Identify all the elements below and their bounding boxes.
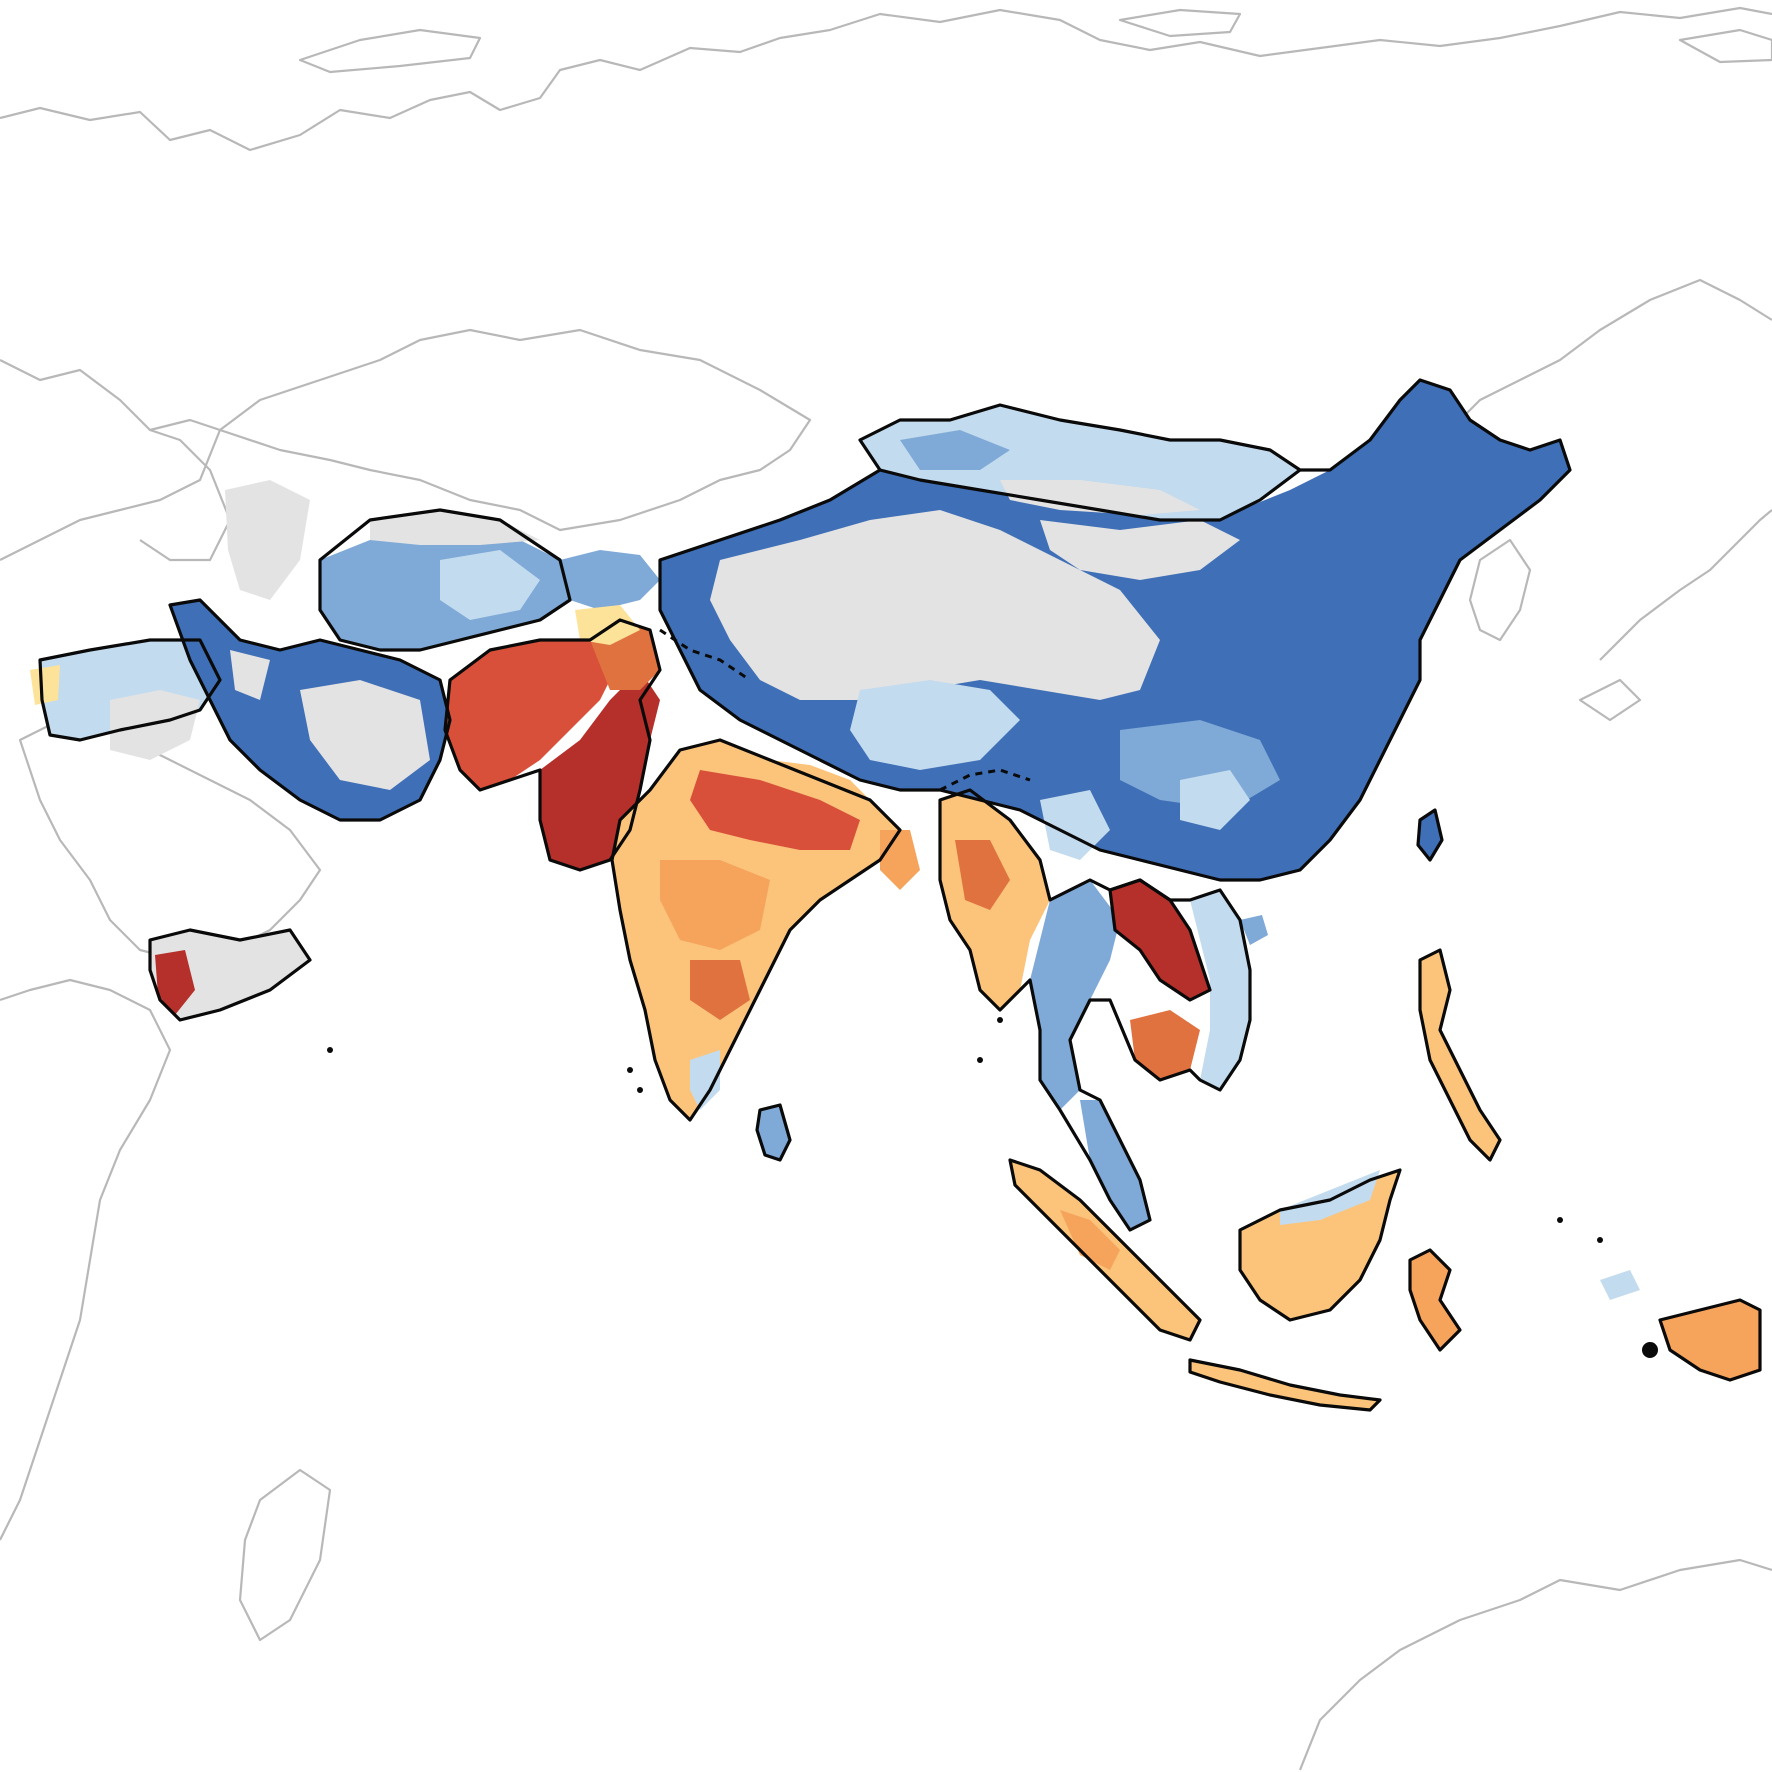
afghan-pak-border: [443, 618, 662, 872]
yemen-hot: [155, 950, 195, 1015]
sumatra-border: [1008, 1158, 1202, 1342]
sulawesi-border: [1408, 1248, 1462, 1352]
australia-outline: [1298, 1558, 1772, 1771]
sri-lanka-border: [755, 1103, 792, 1162]
maluku-region: [1600, 1270, 1640, 1300]
middle-east-nodata: [110, 690, 200, 760]
tajik-region: [575, 605, 640, 645]
island-dot: [1642, 1342, 1658, 1358]
kazakhstan-outline: [218, 328, 812, 532]
china-yunnan-light: [1040, 790, 1110, 860]
hainan-region: [1240, 915, 1268, 945]
mongolia-nodata: [1000, 480, 1200, 515]
africa-east-outline: [0, 978, 172, 1541]
laos-region: [1110, 880, 1210, 1000]
java-border: [1188, 1358, 1382, 1412]
island-dot: [997, 1017, 1003, 1023]
japan-outline: [1599, 509, 1772, 661]
data-layer: [30, 380, 1760, 1410]
iran-border: [168, 598, 452, 822]
island-dot: [327, 1047, 333, 1053]
kashmir-disputed-line: [659, 628, 751, 682]
cambodia-region: [1130, 1010, 1200, 1080]
india-central-warm: [660, 860, 770, 950]
yemen-border: [148, 928, 312, 1022]
laos-border: [1108, 878, 1212, 1002]
island-dot: [977, 1057, 983, 1063]
india-gangetic-hot: [690, 770, 860, 850]
china-central-light: [1180, 770, 1250, 830]
philippines-border: [1418, 948, 1502, 1162]
russia-far-east-outline: [1439, 278, 1772, 441]
mongolia-region: [860, 405, 1300, 520]
malay-peninsula-region: [1080, 1100, 1150, 1230]
russia-outline: [0, 6, 1772, 152]
iran-nodata-2: [230, 650, 270, 700]
arctic-island-1: [298, 28, 482, 74]
middle-east-border: [38, 638, 222, 742]
thailand-region: [1030, 880, 1120, 1110]
papua-region: [1660, 1300, 1760, 1380]
sulawesi-region: [1410, 1250, 1460, 1350]
iran-nodata: [300, 680, 430, 790]
japan-south: [1578, 678, 1642, 722]
madagascar-outline: [238, 1468, 332, 1642]
philippines-region: [1420, 950, 1500, 1160]
boundary-layer: [38, 378, 1762, 1412]
china-tibet-light: [850, 680, 1020, 770]
island-dot: [1597, 1237, 1603, 1243]
china-border: [658, 378, 1572, 882]
island-dot: [637, 1087, 643, 1093]
caspian-region-nodata: [225, 480, 310, 600]
afghanistan-region: [445, 640, 620, 790]
taiwan-border: [1416, 808, 1444, 862]
china-inner-mongolia-nodata: [1040, 520, 1240, 580]
india-border: [610, 738, 902, 1122]
papua-border: [1658, 1298, 1762, 1382]
arctic-island-3: [1678, 28, 1772, 64]
europe-outline: [0, 359, 222, 561]
vietnam-region: [1190, 890, 1250, 1090]
borneo-border: [1238, 1168, 1402, 1322]
central-asia-border: [318, 508, 572, 652]
island-dot: [627, 1067, 633, 1073]
yemen-region: [150, 930, 310, 1020]
arctic-island-2: [1118, 8, 1242, 38]
sumatra-warm: [1060, 1210, 1120, 1270]
black-sea-caucasus: [139, 428, 232, 562]
bangladesh-region: [880, 830, 920, 890]
context-land-layer: [0, 6, 1772, 1771]
borneo-region: [1240, 1170, 1400, 1320]
korea-outline: [1468, 538, 1532, 642]
levant-warm: [30, 665, 60, 705]
central-asia-light: [440, 550, 540, 620]
mongolia-blue: [900, 430, 1010, 470]
india-south-cool: [690, 1050, 720, 1110]
arunachal-disputed-line: [939, 768, 1031, 792]
india-deccan-hot: [690, 960, 750, 1020]
mongolia-border: [879, 468, 1301, 522]
island-dot: [1557, 1217, 1563, 1223]
kazakh-nodata: [370, 510, 540, 545]
kyrgyz-region: [560, 550, 660, 610]
borneo-blue: [1280, 1170, 1380, 1225]
china-tibet-nodata: [710, 510, 1160, 700]
sri-lanka-region: [757, 1105, 790, 1160]
myanmar-warm: [955, 840, 1010, 910]
